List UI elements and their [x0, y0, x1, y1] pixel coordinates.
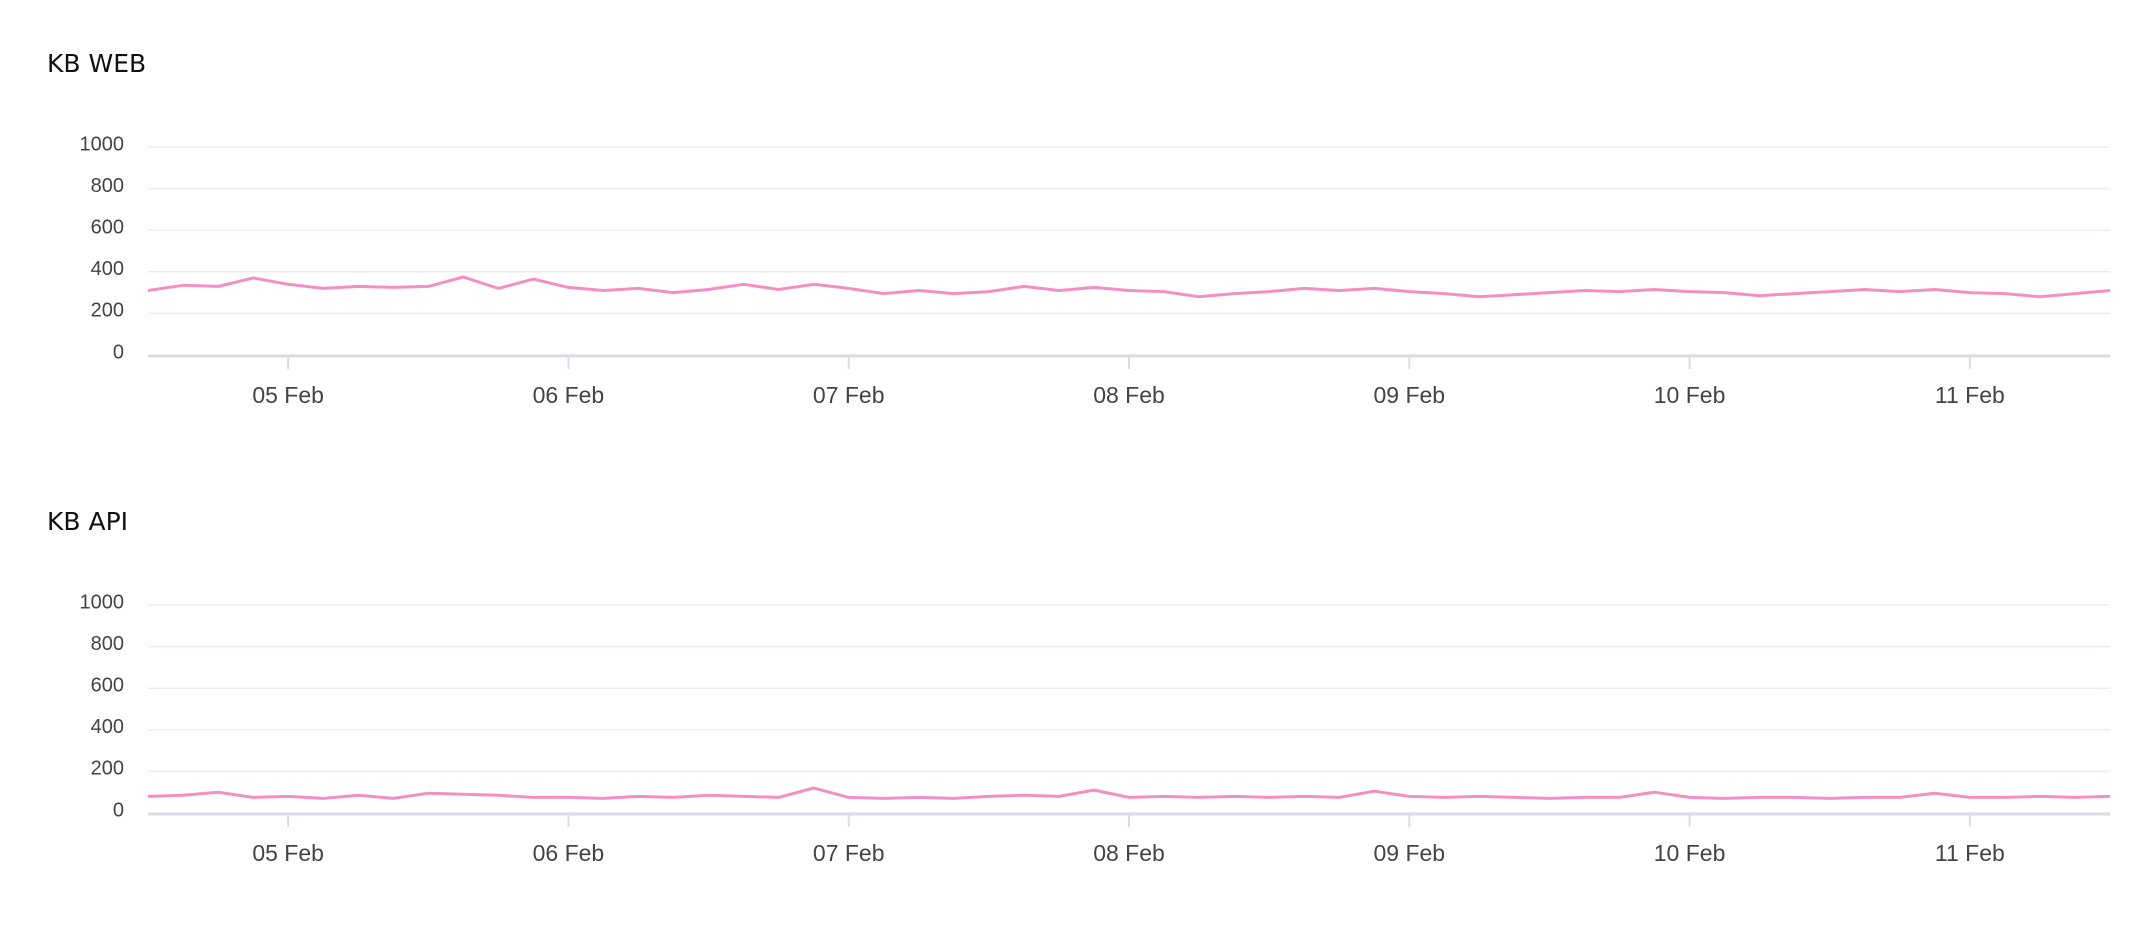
x-tick-label: 06 Feb	[533, 840, 605, 866]
x-tick-label: 07 Feb	[813, 840, 885, 866]
x-tick-label: 10 Feb	[1654, 382, 1726, 408]
x-tick-label: 09 Feb	[1373, 840, 1445, 866]
x-tick-label: 05 Feb	[252, 382, 324, 408]
series-line	[147, 786, 2111, 800]
x-tick-label: 11 Feb	[1935, 840, 2005, 866]
x-tick-label: 10 Feb	[1654, 840, 1726, 866]
y-tick-label: 1000	[80, 133, 125, 155]
y-tick-label: 200	[91, 758, 124, 780]
y-tick-label: 1000	[80, 591, 125, 613]
y-tick-label: 400	[91, 716, 124, 738]
x-tick-label: 08 Feb	[1093, 840, 1165, 866]
y-tick-label: 600	[91, 674, 124, 696]
y-tick-label: 800	[91, 175, 124, 197]
x-tick-label: 11 Feb	[1935, 382, 2005, 408]
y-tick-label: 600	[91, 216, 124, 238]
y-tick-label: 0	[113, 799, 124, 821]
chart-title: KB API	[47, 507, 128, 536]
x-tick-label: 06 Feb	[533, 382, 605, 408]
y-tick-label: 800	[91, 633, 124, 655]
x-tick-label: 09 Feb	[1373, 382, 1445, 408]
y-tick-label: 0	[113, 341, 124, 363]
chart-title: KB WEB	[47, 49, 146, 78]
x-tick-label: 07 Feb	[813, 382, 885, 408]
x-tick-label: 05 Feb	[252, 840, 324, 866]
y-tick-label: 200	[91, 300, 124, 322]
series-line	[147, 275, 2111, 299]
y-tick-label: 400	[91, 258, 124, 280]
x-tick-label: 08 Feb	[1093, 382, 1165, 408]
